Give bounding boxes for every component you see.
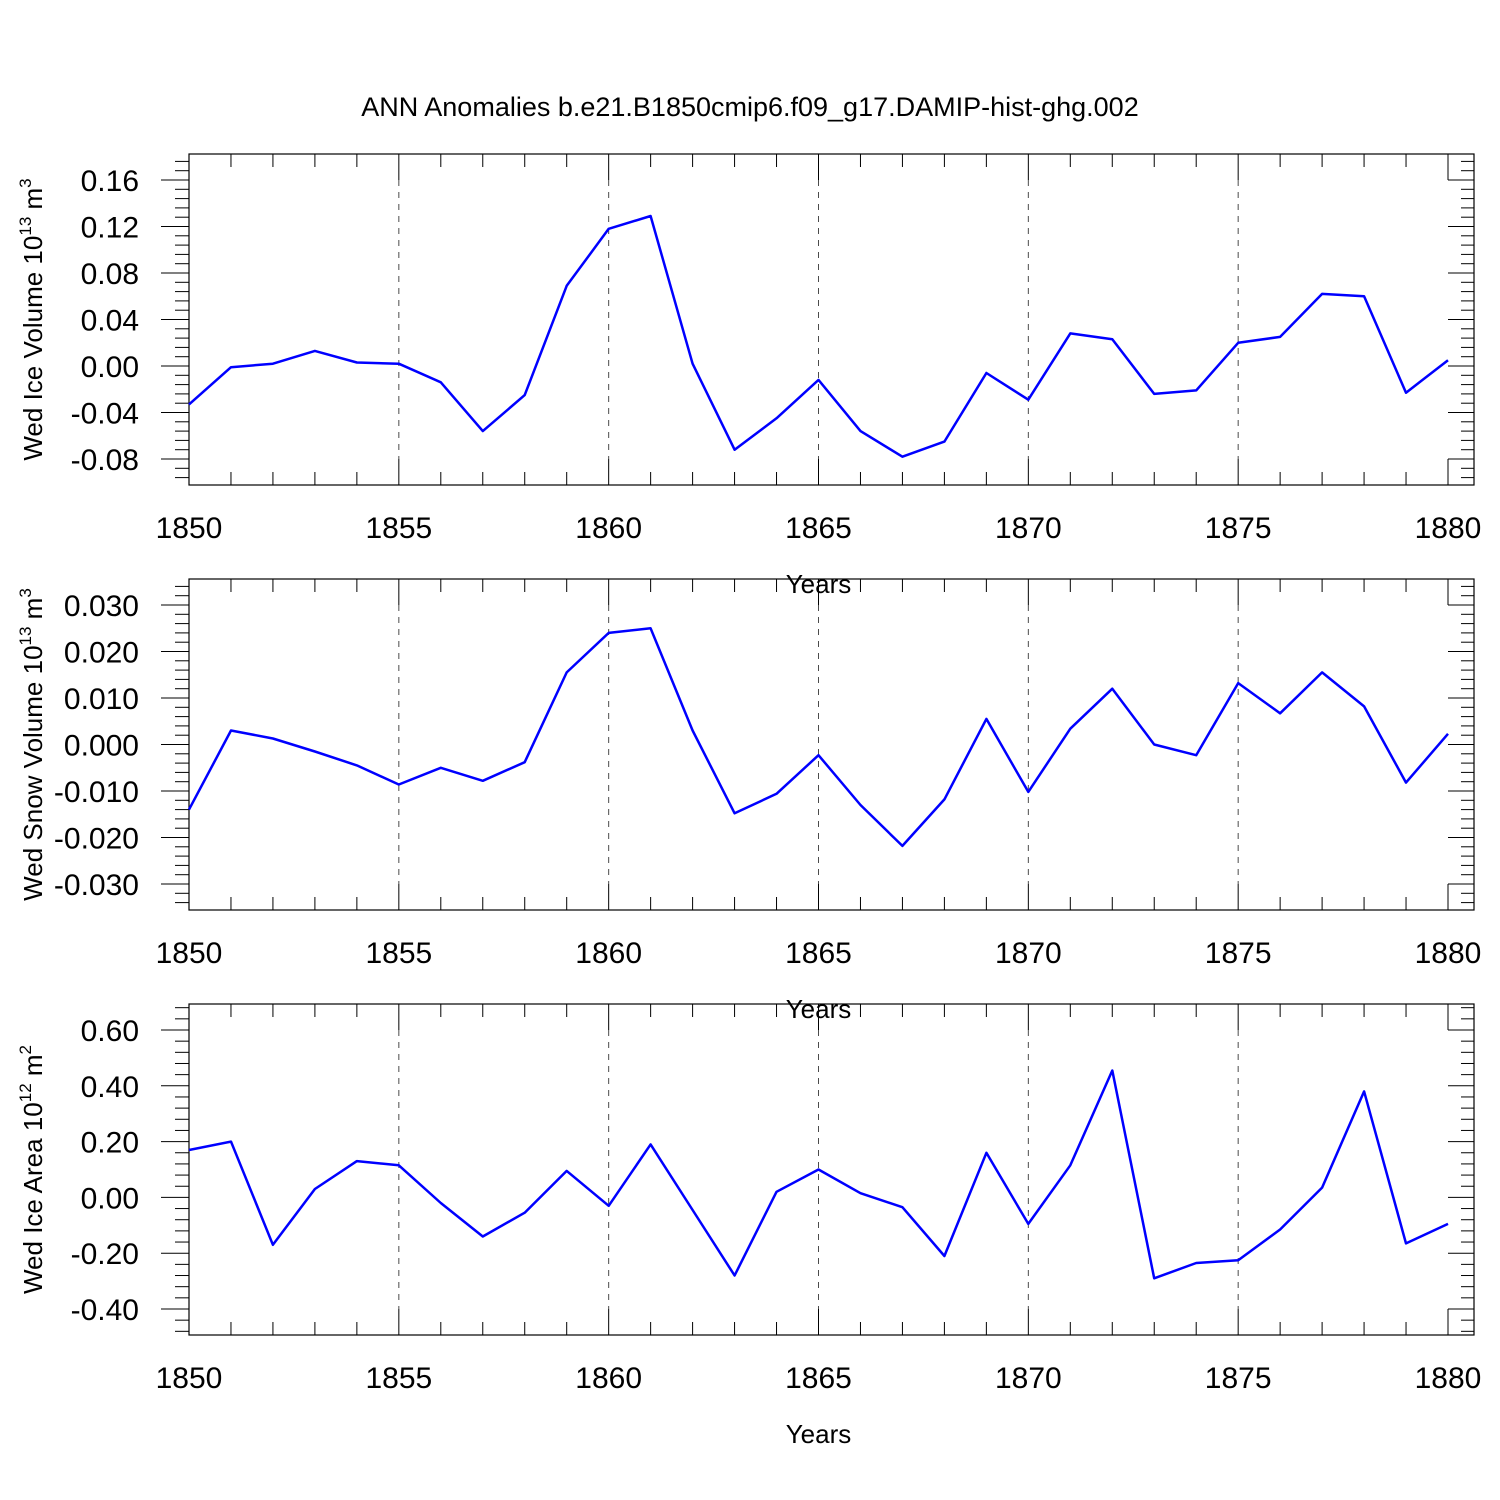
panel-2: 1850 1855 1860 1865 1870 1875 1880 -0.030 -0.020… [16,578,1482,1024]
y-tick-label: 0.010 [64,683,139,716]
x-tick-label: 1865 [785,512,852,545]
x-tick-label: 1855 [365,512,432,545]
x-tick-label: 1870 [995,937,1062,970]
y-axis-label-exponent: 13 [16,627,35,646]
y-axis-label-text: Wed Ice Area 10 [18,1102,48,1294]
y-tick-label: 0.020 [64,637,139,670]
x-tick-label: 1860 [575,512,642,545]
x-tick-label: 1850 [156,1362,223,1395]
y-tick-label: 0.04 [81,305,139,338]
y-tick-label: -0.010 [54,776,139,809]
x-tick-label: 1880 [1415,937,1482,970]
y-tick-label: 0.20 [81,1127,139,1160]
y-tick-label: 0.030 [64,590,139,623]
y-tick-label: 0.60 [81,1015,139,1048]
y-axis-label-text: Wed Ice Volume 10 [18,236,48,461]
x-tick-label: 1875 [1205,512,1272,545]
plot-frame [188,578,1475,911]
plot-frame [188,1003,1475,1336]
plot-frame [188,153,1475,486]
x-tick-label: 1870 [995,512,1062,545]
x-tick-label: 1850 [156,937,223,970]
x-tick-label: 1880 [1415,512,1482,545]
y-tick-label: 0.12 [81,212,139,245]
y-tick-label: -0.030 [54,869,139,902]
y-tick-label: -0.08 [71,444,139,477]
y-tick-label: 0.00 [81,351,139,384]
y-axis-label: Wed Snow Volume 1013 m3 [16,588,48,901]
x-tick-label: 1880 [1415,1362,1482,1395]
x-tick-label: 1855 [365,1362,432,1395]
y-tick-label: -0.40 [71,1294,139,1327]
x-tick-label: 1875 [1205,1362,1272,1395]
y-axis-label-text: m [18,1054,48,1083]
y-tick-label: 0.08 [81,258,139,291]
panel-3: 1850 1855 1860 1865 1870 1875 1880 -0.40 -0.20 0.… [16,1003,1482,1449]
y-axis-label-text: m [18,188,48,217]
y-axis-label-text: Wed Snow Volume 10 [18,645,48,900]
y-tick-label: -0.020 [54,823,139,856]
x-tick-label: 1850 [156,512,223,545]
chart-title: ANN Anomalies b.e21.B1850cmip6.f09_g17.D… [361,92,1138,122]
y-tick-label: -0.04 [71,398,139,431]
y-tick-label: 0.00 [81,1182,139,1215]
x-tick-label: 1860 [575,1362,642,1395]
x-tick-label: 1865 [785,937,852,970]
y-tick-label: 0.16 [81,165,139,198]
panel-1: 1850 1855 1860 1865 1870 1875 1880 -0.08 -0.04 0.… [16,153,1482,599]
y-axis-label-text: m [18,598,48,627]
x-tick-label: 1855 [365,937,432,970]
y-axis-label-exponent: 13 [16,217,35,236]
chart-panels: 1850 1855 1860 1865 1870 1875 1880 -0.08 -0.04 0.… [16,153,1482,1449]
y-axis-label: Wed Ice Volume 1013 m3 [16,178,48,460]
y-tick-label: 0.40 [81,1071,139,1104]
y-axis-label-exponent: 12 [16,1083,35,1102]
x-tick-label: 1865 [785,1362,852,1395]
y-axis-label-exponent: 3 [16,178,35,187]
y-tick-label: -0.20 [71,1238,139,1271]
y-axis-label: Wed Ice Area 1012 m2 [16,1045,48,1294]
y-axis-label-exponent: 3 [16,588,35,597]
y-tick-label: 0.000 [64,730,139,763]
x-tick-label: 1870 [995,1362,1062,1395]
y-axis-label-exponent: 2 [16,1045,35,1054]
x-tick-label: 1875 [1205,937,1272,970]
x-tick-label: 1860 [575,937,642,970]
x-axis-label: Years [786,1419,852,1449]
